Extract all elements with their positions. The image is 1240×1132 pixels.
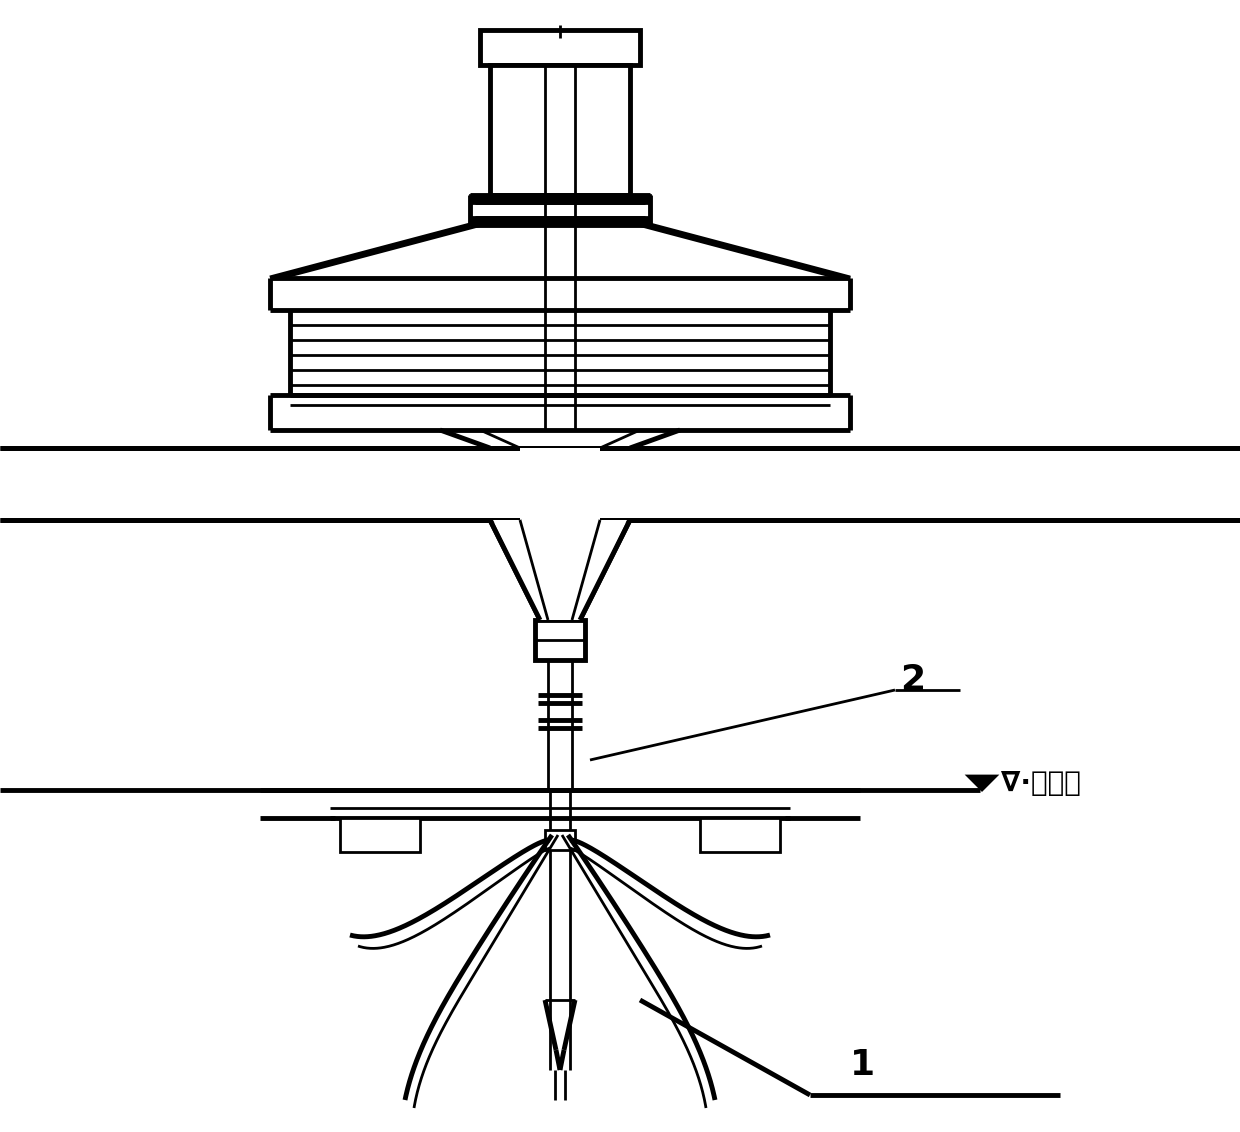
Bar bbox=[520, 448, 600, 520]
Bar bbox=[0, 448, 1240, 520]
Bar bbox=[490, 65, 630, 195]
Text: 1: 1 bbox=[849, 1048, 875, 1082]
Bar bbox=[534, 620, 585, 660]
Polygon shape bbox=[470, 195, 650, 203]
Bar bbox=[340, 818, 420, 852]
Bar bbox=[546, 830, 575, 850]
Bar bbox=[480, 31, 640, 65]
Polygon shape bbox=[494, 520, 627, 620]
Text: ∇·静水面: ∇·静水面 bbox=[1001, 769, 1081, 797]
Text: 2: 2 bbox=[900, 663, 925, 697]
Bar bbox=[701, 818, 780, 852]
Polygon shape bbox=[470, 217, 650, 225]
Polygon shape bbox=[968, 777, 996, 790]
